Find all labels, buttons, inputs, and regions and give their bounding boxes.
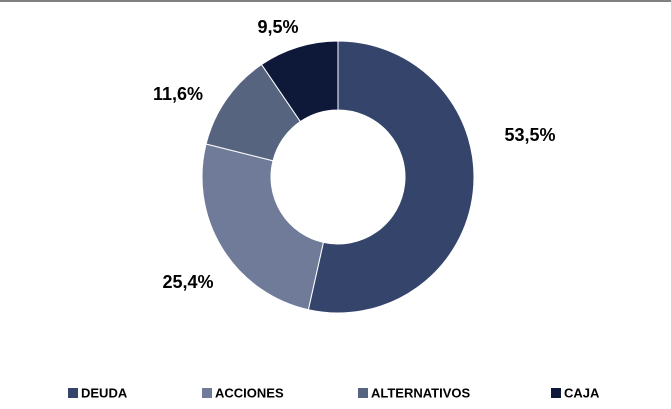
donut-slice bbox=[201, 143, 324, 311]
data-label: 53,5% bbox=[504, 125, 555, 145]
legend-label: CAJA bbox=[564, 385, 600, 400]
legend-swatch bbox=[551, 388, 561, 398]
legend-label: ALTERNATIVOS bbox=[371, 385, 471, 400]
legend-swatch bbox=[202, 388, 212, 398]
donut-slice bbox=[307, 40, 475, 314]
donut-slice bbox=[260, 40, 339, 123]
legend-label: DEUDA bbox=[81, 385, 128, 400]
data-label: 9,5% bbox=[257, 17, 298, 37]
data-label: 11,6% bbox=[153, 84, 203, 104]
legend-swatch bbox=[358, 388, 368, 398]
legend-label: ACCIONES bbox=[215, 385, 284, 400]
legend-swatch bbox=[68, 388, 78, 398]
data-label: 25,4% bbox=[162, 272, 213, 292]
